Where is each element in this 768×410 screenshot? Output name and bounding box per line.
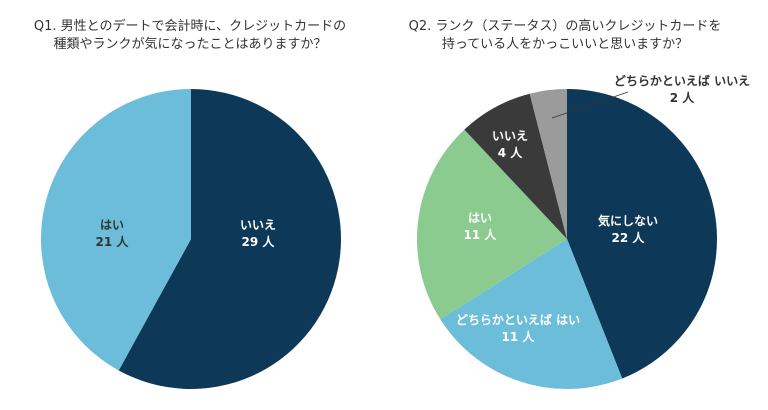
pie-q2-slice-3-value: 11 人 bbox=[464, 227, 498, 242]
pie-q2-leader-line bbox=[551, 91, 629, 119]
chart-title-q1: Q1. 男性とのデートで会計時に、クレジットカードの 種類やランクが気になったこ… bbox=[20, 18, 360, 54]
pie-q2-slice-4 bbox=[464, 93, 567, 240]
chart-title-q1-line-1: Q1. 男性とのデートで会計時に、クレジットカードの bbox=[33, 19, 347, 34]
pie-q2-slice-5-label: どちらかといえば いいえ bbox=[614, 73, 750, 88]
pie-q1-slice-2 bbox=[40, 89, 192, 371]
pie-q1-slice-2-value: 21 人 bbox=[96, 234, 130, 249]
chart-title-q1-line-2: 種類やランクが気になったことはありますか？ bbox=[53, 37, 327, 52]
pie-q2-slice-1-value: 22 人 bbox=[612, 230, 646, 245]
chart-title-q2-line-1: Q2. ランク（ステータス）の高いクレジットカードを bbox=[408, 19, 722, 34]
pie-q2-slice-5-value: 2 人 bbox=[670, 90, 696, 105]
chart-title-q2-line-2: 持っている人をかっこいいと思いますか？ bbox=[441, 37, 689, 52]
pie-q2-slice-3-label: はい bbox=[468, 211, 492, 225]
pie-q1-slice-1 bbox=[118, 89, 341, 390]
pie-q1-slice-1-label: いいえ bbox=[240, 218, 276, 232]
pie-q2-slice-4-value: 4 人 bbox=[498, 145, 524, 160]
pie-q1-slice-1-value: 29 人 bbox=[242, 234, 276, 249]
pie-q2-slice-4-label: いいえ bbox=[492, 129, 528, 143]
pie-q2-slice-2-label: どちらかといえば はい bbox=[456, 312, 580, 327]
chart-title-q2: Q2. ランク（ステータス）の高いクレジットカードを 持っている人をかっこいいと… bbox=[400, 18, 730, 54]
pie-q2-slice-3 bbox=[416, 129, 567, 320]
pie-q2-slice-2-value: 11 人 bbox=[502, 329, 536, 344]
pie-q2-slice-2 bbox=[440, 239, 623, 390]
pie-q1-slice-2-label: はい bbox=[100, 218, 124, 232]
pie-q2-slice-1-label: 気にしない bbox=[598, 213, 658, 228]
pie-q2-slice-1 bbox=[567, 89, 718, 379]
pie-q2-slice-5 bbox=[529, 89, 567, 239]
